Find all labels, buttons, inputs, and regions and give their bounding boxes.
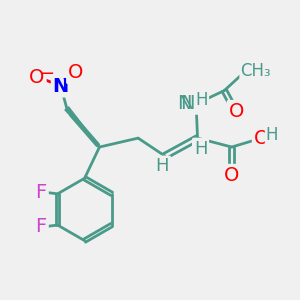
Text: H: H (196, 92, 208, 110)
Text: O: O (29, 68, 45, 87)
Polygon shape (65, 107, 100, 147)
Text: H: H (194, 140, 207, 158)
Text: O: O (224, 166, 239, 185)
Text: F: F (36, 217, 47, 236)
Text: H: H (156, 157, 169, 175)
Text: O: O (254, 129, 269, 148)
Text: F: F (36, 183, 47, 202)
Text: H: H (266, 125, 278, 143)
Text: H: H (189, 95, 203, 113)
Text: N: N (177, 94, 192, 113)
Text: −: − (39, 64, 54, 82)
Text: O: O (229, 102, 244, 121)
Text: CH₃: CH₃ (240, 62, 271, 80)
Text: +: + (61, 72, 74, 87)
Text: O: O (68, 63, 83, 82)
Text: N: N (53, 76, 69, 96)
Text: N: N (181, 94, 195, 113)
